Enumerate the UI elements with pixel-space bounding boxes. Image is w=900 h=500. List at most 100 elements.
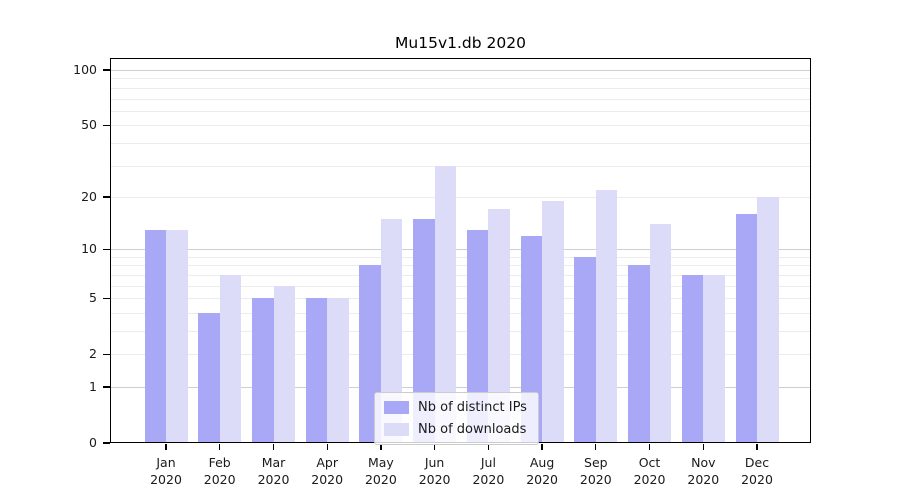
bar-downloads-feb	[219, 274, 242, 443]
legend-item: Nb of downloads	[384, 422, 527, 437]
gridline-minor	[110, 98, 811, 100]
bar-distinct-ips-nov	[681, 274, 704, 443]
y-tick-label: 0	[89, 435, 97, 450]
bar-downloads-jul	[488, 209, 510, 443]
x-tick-month: Mar	[261, 455, 286, 470]
plot-area: Nb of distinct IPs Nb of downloads	[110, 58, 811, 445]
bar-downloads-jan	[166, 229, 188, 443]
x-tick-label: Mar 2020	[244, 454, 304, 488]
x-tick-mark	[487, 444, 489, 450]
y-axis: 0 1 2 5 10 20 50 100	[0, 58, 110, 450]
x-tick-label: May 2020	[351, 454, 411, 488]
x-tick-month: May	[367, 455, 394, 470]
legend-swatch-distinct-ips	[384, 401, 409, 414]
bar-downloads-apr	[327, 298, 349, 443]
x-tick-month: Feb	[208, 455, 231, 470]
x-tick-label: Feb 2020	[190, 454, 250, 488]
x-tick-mark	[219, 444, 221, 450]
x-tick-mark	[541, 444, 543, 450]
x-tick-year: 2020	[418, 472, 451, 487]
x-tick-mark	[702, 444, 704, 450]
x-tick-label: Nov 2020	[673, 454, 733, 488]
x-tick-year: 2020	[150, 472, 182, 487]
x-tick-mark	[326, 444, 328, 450]
x-tick-mark	[434, 444, 436, 450]
legend-label: Nb of downloads	[418, 422, 527, 437]
gridline-major	[110, 387, 811, 388]
y-tick-label: 100	[73, 62, 97, 77]
chart-title: Mu15v1.db 2020	[395, 34, 526, 52]
y-tick-label: 50	[81, 117, 97, 133]
bar-distinct-ips-feb	[198, 312, 220, 443]
gridline-minor	[110, 285, 811, 287]
x-tick-mark	[756, 444, 758, 450]
bar-downloads-mar	[273, 285, 295, 443]
x-tick-month: Jul	[480, 455, 496, 470]
x-tick-label: Aug 2020	[512, 454, 572, 488]
gridline-minor	[110, 274, 811, 276]
bar-distinct-ips-jun	[413, 218, 435, 443]
bar-downloads-dec	[757, 196, 779, 443]
x-tick-year: 2020	[579, 472, 612, 487]
x-tick-label: Jul 2020	[458, 454, 518, 488]
x-tick-month: Jan	[156, 455, 176, 470]
y-tick-mark	[103, 124, 110, 126]
bar-distinct-ips-jan	[144, 229, 166, 443]
bar-downloads-jun	[434, 165, 457, 443]
x-tick-label: Apr 2020	[297, 454, 357, 488]
x-tick-month: Aug	[529, 455, 555, 470]
x-tick-label: Sep 2020	[566, 454, 626, 488]
bar-downloads-nov	[703, 274, 725, 443]
y-tick-label: 2	[89, 346, 97, 362]
bar-distinct-ips-aug	[520, 235, 543, 443]
gridline-minor	[110, 265, 811, 267]
bar-distinct-ips-sep	[574, 256, 596, 443]
bar-distinct-ips-mar	[252, 298, 274, 443]
gridline-minor	[110, 125, 811, 127]
x-tick-label: Oct 2020	[620, 454, 680, 488]
x-tick-year: 2020	[741, 472, 773, 487]
bar-distinct-ips-jul	[466, 229, 489, 443]
bar-distinct-ips-dec	[735, 214, 757, 443]
x-tick-month: Apr	[316, 455, 338, 470]
y-tick-mark	[103, 69, 110, 71]
x-tick-year: 2020	[364, 472, 397, 487]
gridline-minor	[110, 331, 811, 332]
x-tick-month: Oct	[638, 455, 661, 470]
y-tick-label: 10	[81, 241, 97, 257]
x-tick-label: Jun 2020	[405, 454, 465, 488]
legend-item: Nb of distinct IPs	[384, 400, 527, 415]
bar-distinct-ips-apr	[305, 298, 328, 443]
gridline-minor	[110, 78, 811, 80]
bar-downloads-sep	[595, 189, 618, 443]
bar-downloads-may	[380, 218, 403, 443]
gridline-minor	[110, 165, 811, 167]
x-tick-label: Dec 2020	[727, 454, 787, 488]
x-axis: Jan 2020 Feb 2020 Mar 2020 Apr 2020 May 2020 Jun 20…	[110, 443, 811, 500]
plot-frame	[110, 58, 811, 443]
x-tick-year: 2020	[311, 472, 344, 487]
x-tick-year: 2020	[526, 472, 558, 487]
y-tick-mark	[103, 442, 110, 444]
bar-downloads-aug	[542, 200, 564, 443]
y-tick-label: 20	[81, 188, 97, 204]
x-tick-mark	[165, 444, 167, 450]
bar-downloads-oct	[649, 224, 671, 443]
y-tick-mark	[103, 196, 110, 198]
y-tick-label: 5	[89, 290, 97, 306]
y-tick-mark	[103, 297, 110, 299]
x-tick-year: 2020	[203, 472, 236, 487]
x-tick-label: Jan 2020	[136, 454, 196, 488]
gridline-minor	[110, 142, 811, 144]
x-tick-month: Nov	[691, 455, 716, 470]
gridline-minor	[110, 354, 811, 356]
legend: Nb of distinct IPs Nb of downloads	[374, 392, 539, 445]
gridline-minor	[110, 110, 811, 112]
gridline-minor	[110, 196, 811, 198]
bar-distinct-ips-oct	[628, 265, 650, 443]
gridline-minor	[110, 312, 811, 314]
x-tick-mark	[380, 444, 382, 450]
x-tick-year: 2020	[633, 472, 666, 487]
x-tick-mark	[648, 444, 651, 450]
